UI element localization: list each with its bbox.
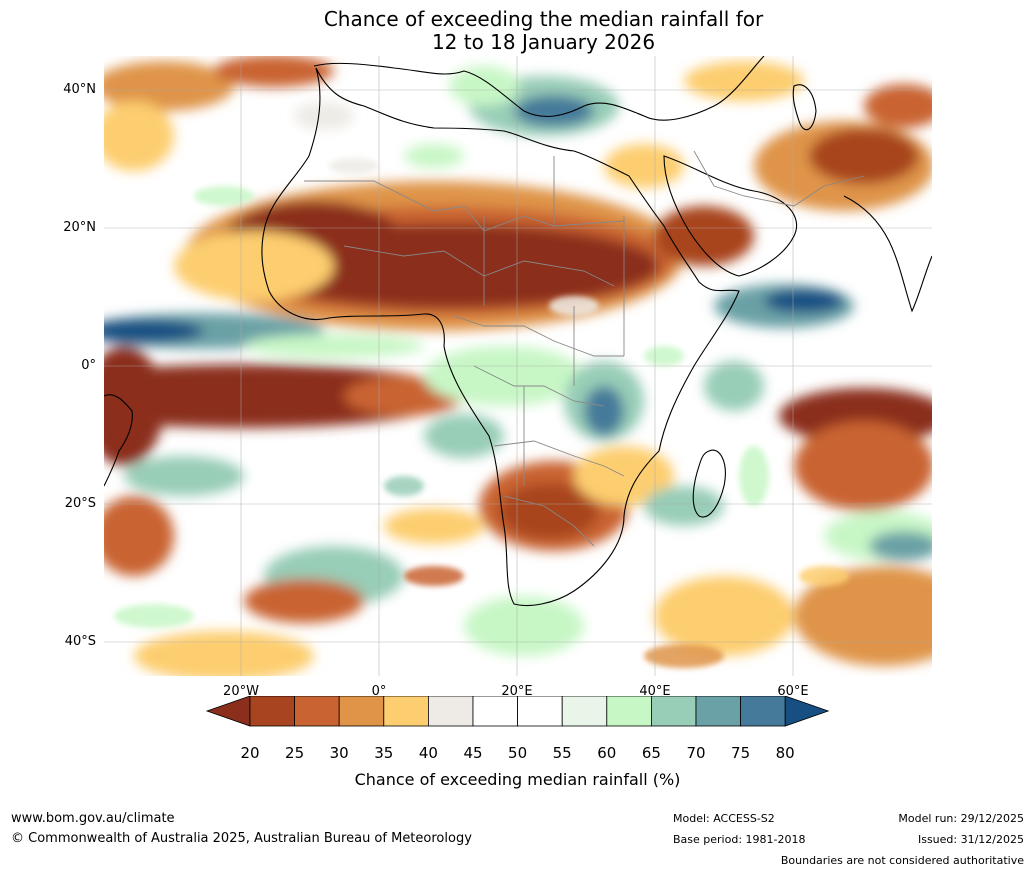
colorbar-tick-label: 40: [418, 744, 438, 762]
lon-label-0: 0°: [371, 684, 387, 699]
lon-label-20e: 20°E: [501, 684, 533, 699]
colorbar-tick-label: 20: [240, 744, 260, 762]
colorbar: [205, 696, 830, 727]
lat-label-40n: 40°N: [63, 82, 96, 97]
colorbar-tick-label: 60: [597, 744, 617, 762]
model-name: Model: ACCESS-S2: [673, 812, 775, 825]
colorbar-tick-label: 30: [329, 744, 349, 762]
graticule: [104, 56, 932, 676]
lat-label-20s: 20°S: [64, 496, 96, 511]
rainfall-map: [104, 56, 932, 676]
lon-label-60e: 60°E: [777, 684, 809, 699]
website-link[interactable]: www.bom.gov.au/climate: [11, 811, 175, 826]
colorbar-extend-low: [205, 696, 251, 727]
colorbar-cell: [650, 696, 697, 727]
issued-date: Issued: 31/12/2025: [917, 833, 1024, 846]
colorbar-extend-high: [784, 696, 830, 727]
country-borders: [304, 150, 865, 547]
colorbar-tick-label: 35: [374, 744, 394, 762]
colorbar-cell: [249, 696, 295, 727]
colorbar-tick-label: 65: [641, 744, 661, 762]
colorbar-cell: [338, 696, 385, 727]
colorbar-tick-label: 55: [552, 744, 572, 762]
colorbar-tick-label: 75: [731, 744, 751, 762]
colorbar-cell: [606, 696, 652, 727]
colorbar-tick-label: 80: [775, 744, 795, 762]
title-line-1: Chance of exceeding the median rainfall …: [323, 7, 764, 31]
lon-label-20w: 20°W: [223, 684, 259, 699]
colorbar-cell: [472, 696, 518, 727]
colorbar-tick-label: 25: [285, 744, 305, 762]
colorbar-label: Chance of exceeding median rainfall (%): [354, 770, 681, 789]
colorbar-cell: [695, 696, 741, 727]
lat-label-20n: 20°N: [63, 220, 96, 235]
colorbar-cell: [294, 696, 340, 727]
model-run-date: Model run: 29/12/2025: [898, 812, 1024, 825]
colorbar-tick-label: 70: [686, 744, 706, 762]
lat-label-equator: 0°: [81, 358, 96, 373]
lon-label-40e: 40°E: [639, 684, 671, 699]
boundaries-disclaimer: Boundaries are not considered authoritat…: [780, 854, 1024, 867]
copyright-notice: © Commonwealth of Australia 2025, Austra…: [11, 831, 472, 846]
colorbar-cell: [561, 696, 608, 727]
base-period: Base period: 1981-2018: [673, 833, 806, 846]
colorbar-tick-label: 45: [463, 744, 483, 762]
colorbar-cell: [427, 696, 474, 727]
map-title: Chance of exceeding the median rainfall …: [0, 8, 1035, 54]
colorbar-cell: [517, 696, 563, 727]
colorbar-cell: [383, 696, 429, 727]
probability-speckle: [114, 158, 849, 668]
colorbar-cell: [740, 696, 786, 727]
map-canvas: [104, 56, 932, 676]
title-line-2: 12 to 18 January 2026: [431, 30, 656, 54]
colorbar-tick-label: 50: [508, 744, 528, 762]
coastlines: [104, 56, 932, 607]
lat-label-40s: 40°S: [64, 634, 96, 649]
